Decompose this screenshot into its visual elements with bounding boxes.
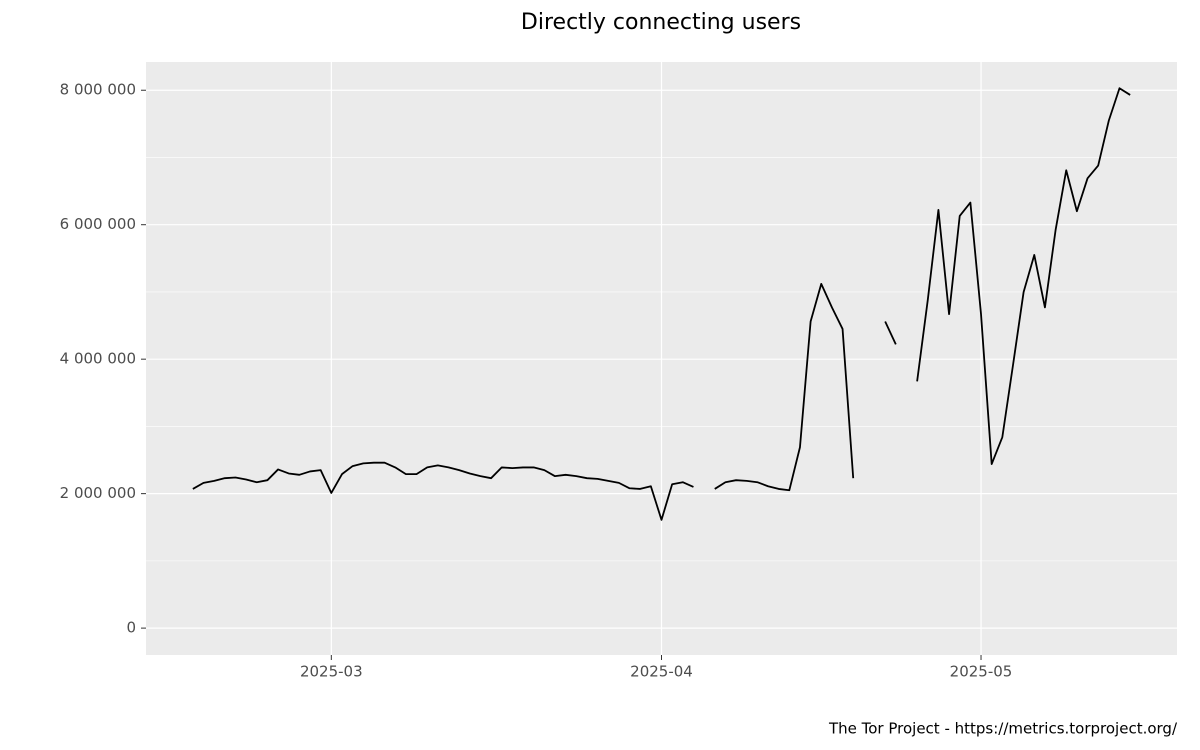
y-tick-label: 8 000 000 <box>60 81 136 99</box>
x-tick-label: 2025-03 <box>300 663 363 681</box>
y-tick-label: 0 <box>126 619 136 637</box>
y-tick-label: 2 000 000 <box>60 484 136 502</box>
x-tick-label: 2025-04 <box>630 663 693 681</box>
chart-title: Directly connecting users <box>521 10 801 35</box>
data-line <box>192 87 1131 521</box>
x-tick-label: 2025-05 <box>950 663 1013 681</box>
y-tick-label: 4 000 000 <box>60 350 136 368</box>
y-tick-label: 6 000 000 <box>60 215 136 233</box>
caption: The Tor Project - https://metrics.torpro… <box>828 720 1178 738</box>
